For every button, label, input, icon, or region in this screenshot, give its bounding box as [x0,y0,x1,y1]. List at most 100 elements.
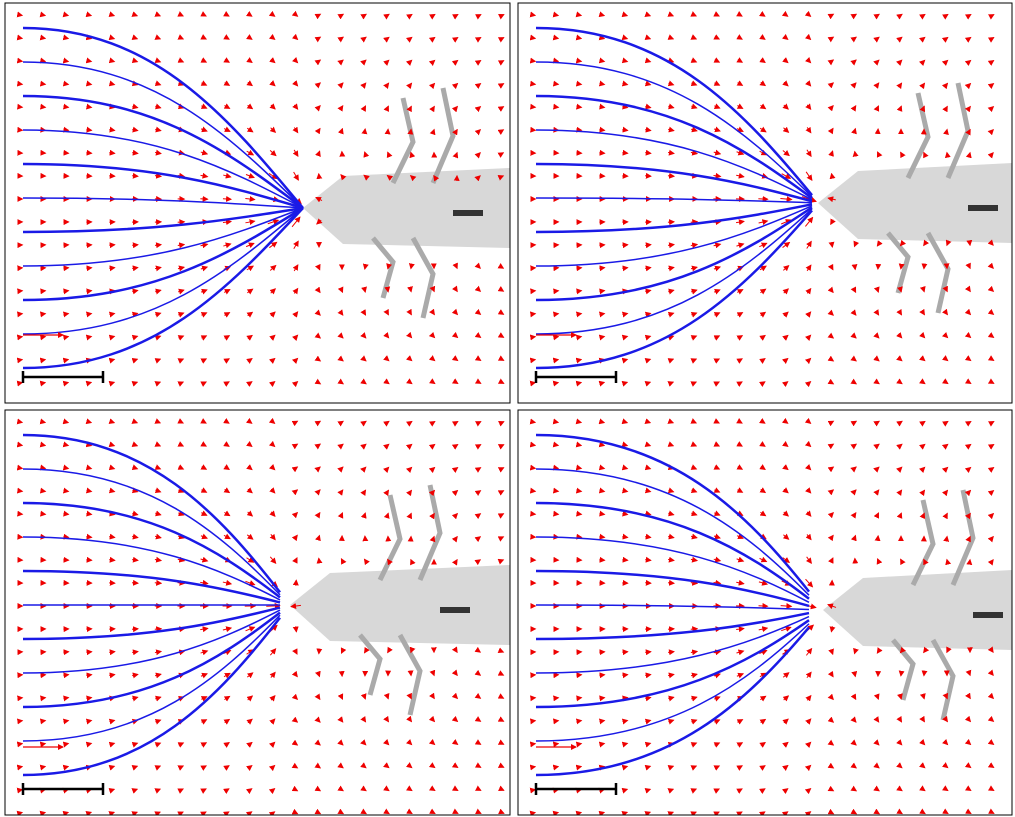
velocity-vector [387,382,389,383]
velocity-vector [479,813,481,814]
velocity-vector [531,721,536,722]
velocity-vector [294,289,297,294]
velocity-vector [992,767,993,768]
velocity-vector [87,421,91,422]
velocity-vector [225,382,229,384]
velocity-vector [669,812,673,814]
velocity-vector [646,336,651,337]
velocity-vector [225,743,229,746]
velocity-vector [691,313,696,315]
velocity-vector [854,812,857,813]
velocity-vector [502,721,503,722]
velocity-vector [577,812,581,813]
velocity-vector [479,744,480,745]
velocity-vector [877,743,879,745]
velocity-vector [531,107,536,108]
velocity-vector [531,291,536,292]
velocity-vector [877,37,879,39]
velocity-vector [714,559,720,561]
velocity-vector [248,335,252,338]
velocity-vector [901,106,902,108]
velocity-vector [715,421,719,423]
velocity-vector [646,467,651,468]
velocity-vector [854,14,856,16]
velocity-vector [155,245,161,246]
velocity-vector [900,766,902,767]
velocity-vector [646,743,651,744]
velocity-vector [18,721,23,722]
velocity-vector [761,382,765,385]
velocity-vector [433,812,435,813]
velocity-vector [132,697,137,698]
velocity-vector [248,421,252,424]
velocity-vector [480,291,481,292]
velocity-vector [433,14,435,15]
velocity-vector [248,382,252,385]
velocity-vector [387,60,389,61]
velocity-vector [502,84,503,85]
velocity-vector [202,789,206,791]
velocity-vector [807,789,810,792]
velocity-vector [341,743,343,745]
velocity-vector [133,359,138,361]
velocity-vector [901,559,902,560]
velocity-vector [64,721,69,722]
velocity-vector [318,313,320,315]
velocity-vector [784,812,787,814]
velocity-vector [600,467,605,468]
velocity-vector [900,359,902,360]
velocity-vector [18,491,23,492]
velocity-vector [364,720,365,722]
velocity-vector [669,359,674,361]
velocity-vector [502,790,504,791]
velocity-vector [456,38,458,39]
velocity-vector [248,82,252,85]
velocity-vector [691,106,696,108]
velocity-vector [992,38,993,39]
velocity-vector [456,790,458,791]
velocity-vector [110,743,115,744]
velocity-vector [388,490,389,491]
velocity-vector [457,314,458,315]
velocity-vector [831,673,833,676]
velocity-vector [577,382,581,383]
velocity-vector [992,744,993,745]
velocity-vector [993,107,994,108]
velocity-vector [133,444,138,446]
streamline [23,571,280,602]
velocity-vector [63,675,68,676]
velocity-vector [807,672,811,678]
velocity-vector [993,698,994,699]
velocity-vector [225,812,229,814]
velocity-vector [270,557,275,563]
velocity-vector [388,651,389,652]
organism-eye [453,210,483,216]
velocity-vector [341,37,343,39]
velocity-vector [784,37,788,40]
velocity-vector [365,651,366,652]
velocity-vector [970,698,971,699]
velocity-vector [669,766,674,768]
velocity-vector [64,766,69,767]
velocity-vector [318,697,320,700]
velocity-vector [900,812,902,813]
velocity-vector [622,130,627,131]
velocity-vector [760,512,765,515]
velocity-vector [109,313,114,314]
velocity-vector [341,697,342,699]
panel [5,3,510,403]
streamline [536,209,812,334]
velocity-vector [248,14,252,16]
organism-leg [928,233,948,313]
velocity-vector [715,766,719,768]
velocity-vector [479,790,481,791]
velocity-vector [969,15,971,16]
velocity-vector [531,38,535,39]
velocity-vector [410,37,412,38]
velocity-vector [947,513,948,514]
velocity-vector [87,83,92,84]
velocity-vector [271,335,275,338]
velocity-vector [783,673,789,678]
velocity-vector [947,490,948,491]
velocity-vector [623,336,628,337]
